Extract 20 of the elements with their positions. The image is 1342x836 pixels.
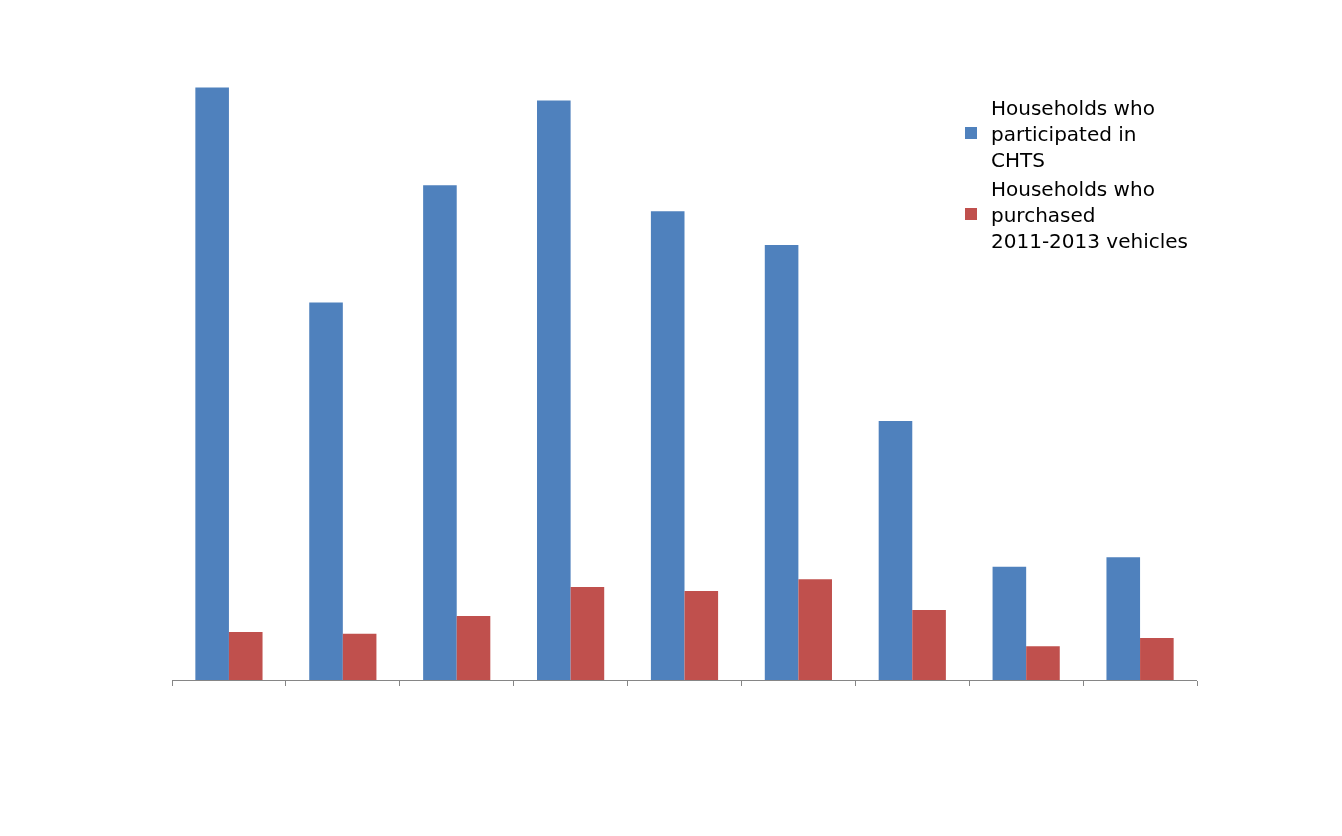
bar xyxy=(1106,557,1141,680)
bar xyxy=(1026,646,1060,680)
bar xyxy=(309,302,343,680)
bar xyxy=(650,211,685,680)
bar xyxy=(570,586,605,680)
bar xyxy=(912,610,946,680)
legend-label: Households who participated in CHTS xyxy=(991,95,1155,172)
bar xyxy=(684,591,719,680)
bar xyxy=(878,421,913,680)
bar xyxy=(228,632,263,680)
bar xyxy=(992,566,1027,680)
bar xyxy=(764,245,799,680)
bar xyxy=(537,100,571,680)
bar xyxy=(798,579,832,680)
legend-label: Households who purchased 2011-2013 vehicles xyxy=(991,176,1189,253)
bar xyxy=(342,633,377,680)
bar xyxy=(1140,637,1174,680)
bar xyxy=(195,87,229,680)
bar xyxy=(423,185,457,680)
bar xyxy=(456,616,491,680)
